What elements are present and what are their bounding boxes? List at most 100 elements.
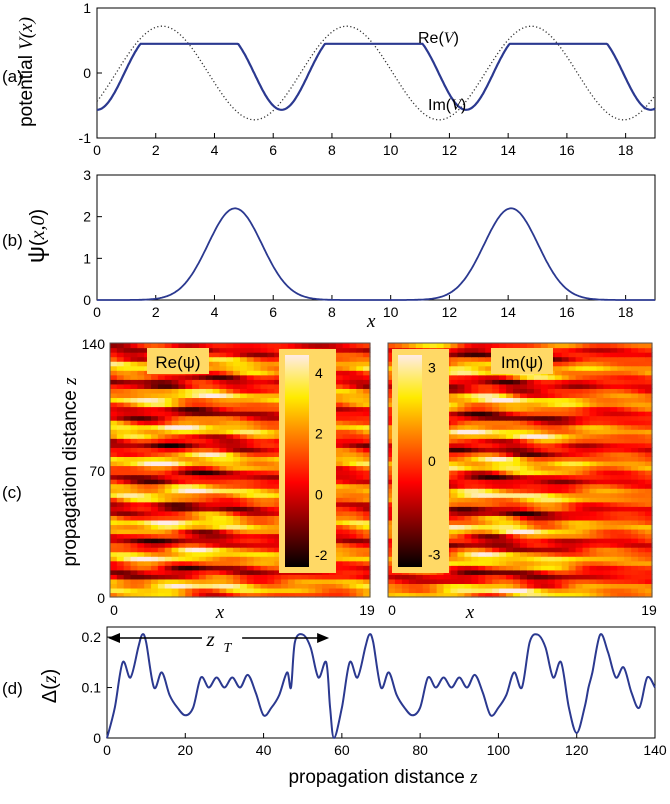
heatmap-cell — [540, 556, 549, 562]
heatmap-cell — [130, 574, 138, 580]
heatmap-cell — [178, 374, 186, 380]
heatmap-cell — [388, 456, 396, 462]
heatmap-cell — [178, 515, 186, 521]
heatmap-cell — [171, 519, 180, 526]
heatmap-cell — [205, 352, 214, 358]
heatmap-cell — [561, 542, 570, 548]
heatmap-cell — [478, 447, 486, 453]
heatmap-cell — [233, 592, 241, 598]
heatmap-cell — [638, 515, 646, 521]
heatmap-cell — [240, 356, 248, 362]
heatmap-cell — [533, 547, 542, 553]
heatmap-cell — [617, 515, 625, 521]
heatmap-cell — [185, 551, 193, 557]
heatmap-cell — [506, 560, 514, 566]
heatmap-cell — [582, 460, 591, 467]
heatmap-cell — [171, 401, 180, 408]
heatmap-cell — [526, 429, 535, 435]
heatmap-cell — [137, 565, 145, 571]
heatmap-cell — [638, 497, 646, 503]
heatmap-cell — [499, 483, 507, 489]
heatmap-cell — [219, 551, 227, 557]
heatmap-cell — [253, 587, 262, 594]
heatmap-cell — [267, 542, 275, 548]
heatmap-cell — [547, 506, 556, 512]
heatmap-cell — [137, 451, 145, 457]
heatmap-cell — [582, 411, 591, 417]
heatmap-cell — [547, 429, 556, 435]
heatmap-cell — [589, 533, 598, 539]
heatmap-cell — [185, 465, 193, 471]
heatmap-cell — [513, 583, 521, 589]
heatmap-cell — [478, 411, 486, 417]
heatmap-cell — [520, 415, 528, 421]
heatmap-cell — [226, 420, 234, 426]
x-tick-label: 40 — [256, 742, 272, 758]
heatmap-cell — [267, 510, 275, 516]
heatmap-cell — [631, 343, 639, 349]
heatmap-cell — [450, 538, 459, 544]
heatmap-cell — [349, 519, 357, 526]
heatmap-cell — [533, 556, 542, 562]
heatmap-cell — [450, 383, 459, 389]
heatmap-cell — [356, 438, 364, 444]
heatmap-cell — [589, 587, 598, 594]
heatmap-cell — [137, 370, 145, 376]
heatmap-title: Im(ψ) — [491, 348, 553, 374]
heatmap-cell — [205, 370, 214, 376]
heatmap-cell — [492, 433, 500, 439]
heatmap-cell — [123, 465, 132, 471]
heatmap-cell — [356, 547, 364, 553]
heatmap-cell — [205, 415, 214, 421]
heatmap-cell — [233, 451, 241, 457]
heatmap-cell — [144, 392, 152, 399]
heatmap-cell — [499, 547, 507, 553]
heatmap-cell — [450, 569, 459, 575]
heatmap-cell — [144, 343, 152, 349]
heatmap-cell — [506, 542, 514, 548]
heatmap-cell — [322, 592, 330, 598]
heatmap-cell — [349, 429, 357, 435]
heatmap-cell — [526, 587, 535, 594]
heatmap-cell — [240, 370, 248, 376]
heatmap-cell — [349, 583, 357, 589]
heatmap-cell — [240, 528, 248, 535]
heatmap-cell — [471, 415, 479, 421]
heatmap-cell — [478, 438, 486, 444]
heatmap-cell — [144, 560, 152, 566]
heatmap-cell — [342, 506, 351, 512]
heatmap-cell — [589, 438, 598, 444]
heatmap-cell — [533, 506, 542, 512]
heatmap-cell — [471, 510, 479, 516]
heatmap-cell — [388, 383, 396, 389]
heatmap-cell — [349, 592, 357, 598]
heatmap-cell — [198, 501, 207, 507]
heatmap-cell — [631, 392, 639, 399]
heatmap-cell — [540, 383, 549, 389]
heatmap-cell — [450, 524, 459, 530]
heatmap-cell — [219, 474, 227, 480]
heatmap-cell — [164, 438, 173, 444]
heatmap-cell — [274, 374, 282, 380]
heatmap-cell — [226, 433, 234, 439]
heatmap-cell — [520, 392, 528, 399]
heatmap-cell — [533, 383, 542, 389]
heatmap-cell — [603, 365, 611, 371]
heatmap-cell — [192, 451, 200, 457]
heatmap-cell — [171, 383, 180, 389]
heatmap-cell — [342, 438, 351, 444]
heatmap-cell — [617, 583, 625, 589]
heatmap-cell — [144, 542, 152, 548]
heatmap-cell — [130, 456, 138, 462]
heatmap-cell — [240, 519, 248, 526]
heatmap-cell — [246, 447, 255, 453]
heatmap-cell — [471, 388, 479, 394]
heatmap-cell — [464, 519, 472, 526]
heatmap-cell — [547, 343, 556, 349]
heatmap-cell — [274, 519, 282, 526]
heatmap-cell — [624, 383, 632, 389]
panel-a: (a) potential V(x) 0 2 4 6 8 10 12 14 16 18-101 R… — [2, 0, 656, 158]
heatmap-cell — [185, 420, 193, 426]
heatmap-cell — [471, 556, 479, 562]
heatmap-cell — [226, 347, 234, 353]
